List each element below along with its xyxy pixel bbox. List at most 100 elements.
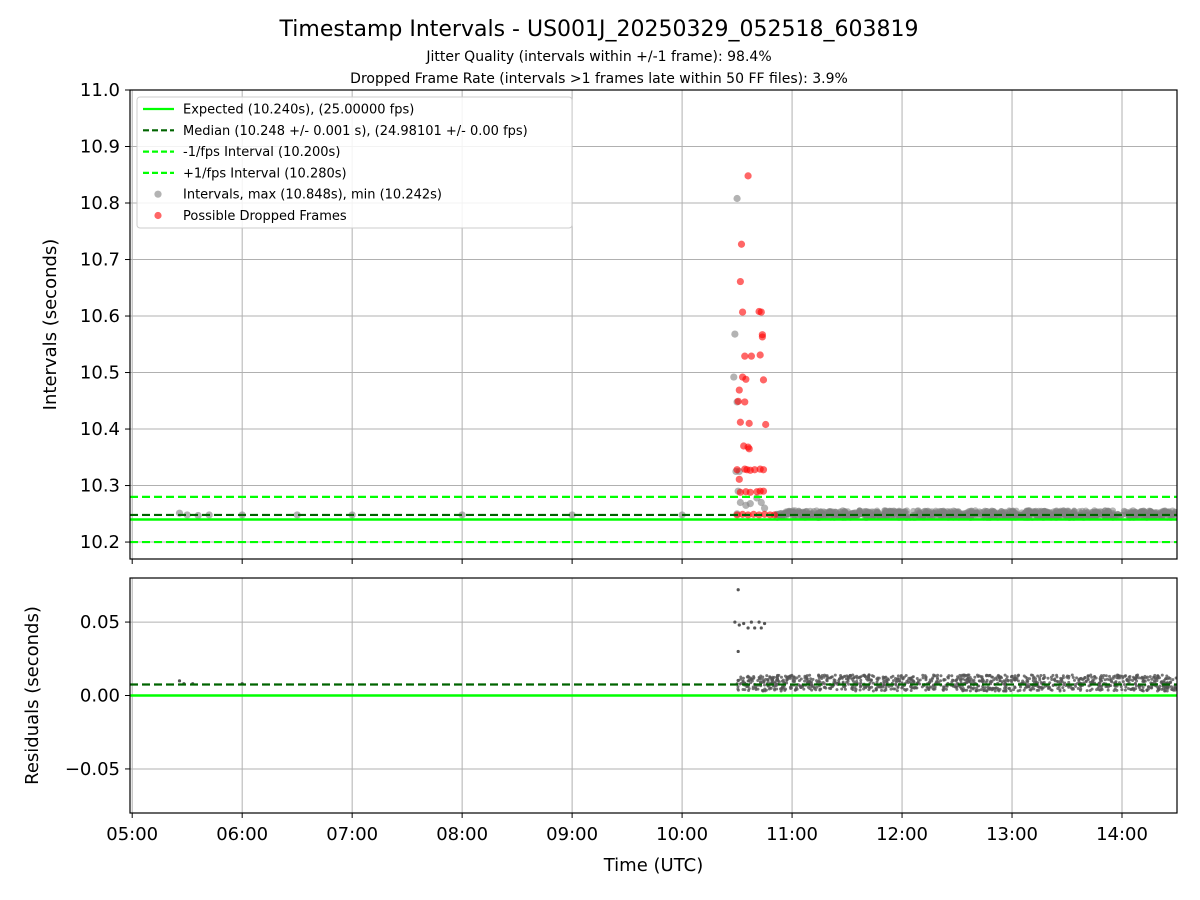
- residual-point: [1063, 681, 1067, 685]
- residual-point: [1003, 673, 1007, 677]
- residual-point: [1079, 687, 1083, 691]
- residual-point: [824, 674, 828, 678]
- residual-point: [833, 678, 837, 682]
- residual-point: [737, 623, 741, 627]
- residual-point: [759, 626, 763, 630]
- residual-point: [1123, 682, 1127, 686]
- residual-point: [960, 687, 964, 691]
- residual-point: [1002, 679, 1006, 683]
- dropped-frame-point: [747, 352, 755, 360]
- residual-point: [942, 685, 946, 689]
- residual-point: [803, 674, 807, 678]
- y-tick-label: 10.4: [80, 419, 120, 440]
- residual-point: [857, 676, 861, 680]
- dropped-frame-point: [735, 475, 743, 483]
- residual-point: [747, 687, 751, 691]
- interval-point: [968, 508, 976, 515]
- residual-point: [754, 688, 758, 692]
- residual-point: [1086, 674, 1090, 678]
- interval-point: [796, 509, 804, 516]
- residual-point: [761, 678, 765, 682]
- residual-point: [902, 687, 906, 691]
- dropped-frame-point: [735, 386, 743, 394]
- residual-point: [177, 679, 182, 683]
- residual-point: [1114, 681, 1118, 685]
- residual-point: [955, 687, 959, 691]
- residual-point: [1119, 674, 1123, 678]
- y-tick-label: 10.5: [80, 363, 120, 384]
- residual-point: [959, 675, 963, 679]
- residual-point: [760, 688, 764, 692]
- residual-point: [1016, 679, 1020, 683]
- residual-point: [1067, 680, 1071, 684]
- dropped-frame-point: [736, 277, 744, 286]
- residual-point: [1157, 676, 1161, 680]
- residual-point: [1055, 679, 1059, 683]
- residual-point: [1095, 688, 1099, 692]
- residual-point: [978, 679, 982, 683]
- intervals-panel: 10.2 10.3 10.4 10.5 10.6 10.7 10.8 10.9 11.0 Inte…: [40, 80, 1178, 564]
- residual-point: [736, 688, 740, 692]
- interval-point: [757, 498, 765, 507]
- residual-point: [736, 685, 740, 689]
- residual-point: [803, 679, 807, 683]
- residual-point: [1071, 675, 1075, 679]
- residual-point: [1069, 686, 1073, 690]
- residual-point: [993, 689, 997, 693]
- residual-point: [1131, 678, 1135, 682]
- residual-point: [1141, 679, 1145, 683]
- residual-point: [942, 678, 946, 682]
- residual-point: [1168, 676, 1172, 680]
- residual-point: [1160, 681, 1164, 685]
- residual-point: [795, 676, 799, 680]
- residual-point: [1098, 684, 1102, 688]
- residual-point: [998, 676, 1002, 680]
- interval-point: [731, 330, 739, 338]
- residual-point: [1017, 673, 1021, 677]
- y-axis-label: Intervals (seconds): [40, 239, 61, 411]
- interval-point: [733, 194, 741, 203]
- residual-point: [859, 681, 863, 685]
- residual-point: [990, 675, 994, 679]
- interval-point: [1104, 507, 1112, 514]
- residual-point: [1013, 686, 1017, 690]
- dropped-frame-point: [742, 375, 750, 383]
- residual-point: [821, 680, 825, 684]
- y-tick-label: 10.6: [80, 306, 120, 327]
- residual-point: [761, 675, 765, 679]
- dropped-frame-point: [736, 488, 744, 496]
- interval-point: [1032, 507, 1040, 515]
- residual-point: [1072, 678, 1076, 682]
- residual-point: [939, 679, 943, 683]
- x-axis-label: Time (UTC): [603, 855, 704, 876]
- residual-point: [1160, 673, 1164, 677]
- residual-point: [1018, 688, 1022, 692]
- residual-point: [1134, 675, 1138, 679]
- residual-point: [950, 674, 954, 678]
- residual-point: [895, 689, 899, 693]
- residual-point: [766, 678, 770, 682]
- residual-point: [1164, 685, 1168, 689]
- dropped-frame-point: [760, 510, 769, 518]
- residual-point: [1084, 679, 1088, 683]
- residual-point: [768, 675, 772, 679]
- residual-point: [959, 678, 963, 682]
- residual-point: [1010, 674, 1014, 679]
- legend: Expected (10.240s), (25.00000 fps) Median…: [136, 96, 573, 229]
- residual-point: [988, 680, 992, 684]
- x-tick-label: 06:00: [216, 824, 268, 845]
- residual-point: [928, 678, 932, 682]
- residual-point: [965, 688, 969, 692]
- dropped-frame-point: [759, 466, 768, 474]
- residual-point: [1004, 686, 1008, 690]
- interval-point: [930, 511, 938, 519]
- interval-point: [1070, 507, 1078, 514]
- residual-point: [783, 688, 787, 692]
- residual-point: [1129, 687, 1133, 691]
- interval-point: [730, 373, 738, 381]
- interval-point: [736, 498, 744, 507]
- residual-point: [1120, 688, 1124, 692]
- residual-point: [1050, 677, 1054, 681]
- residual-point: [841, 680, 845, 684]
- residual-point: [847, 682, 851, 686]
